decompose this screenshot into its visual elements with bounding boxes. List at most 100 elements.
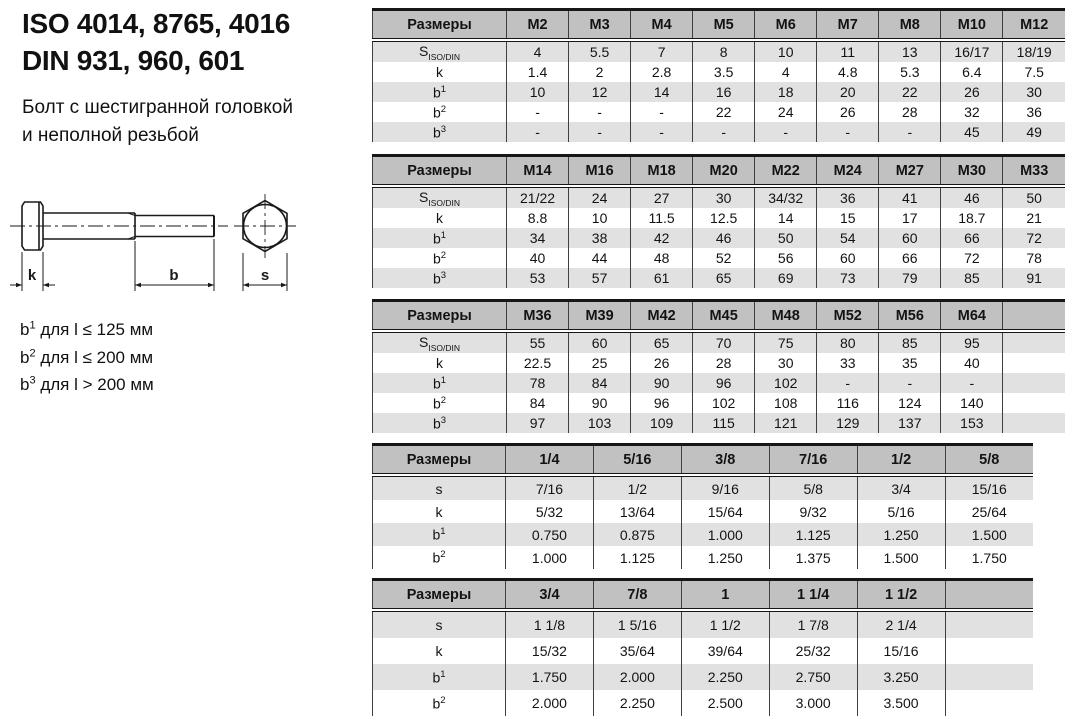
value-cell: 30	[754, 353, 817, 373]
value-cell: 25	[568, 353, 631, 373]
value-cell: 27	[630, 186, 693, 208]
value-cell: 153	[940, 413, 1003, 433]
value-cell: 2	[568, 62, 631, 82]
value-cell: -	[878, 122, 941, 142]
row-label: b1	[372, 523, 506, 546]
table-header-row: Размеры 1/4 5/16 3/8 7/16 1/2 5/8	[372, 444, 1033, 477]
table-header-row: Размеры M36 M39 M42 M45 M48 M52 M56 M64	[372, 300, 1065, 333]
value-cell: 40	[940, 353, 1003, 373]
value-cell: 0.750	[505, 523, 594, 546]
value-cell: 96	[692, 373, 755, 393]
value-cell: 34/32	[754, 186, 817, 208]
value-cell: 60	[568, 331, 631, 353]
column-header: M52	[816, 300, 879, 333]
row-label: SISO/DIN	[372, 331, 507, 353]
footnote-b1: b1 для l ≤ 125 мм	[20, 319, 154, 339]
row-label: b2	[372, 248, 507, 268]
value-cell: 21	[1002, 208, 1065, 228]
value-cell: 96	[630, 393, 693, 413]
value-cell: 13	[878, 40, 941, 62]
value-cell: 4	[754, 62, 817, 82]
value-cell: 25/32	[768, 638, 858, 664]
page-title: ISO 4014, 8765, 4016 DIN 931, 960, 601	[22, 6, 290, 80]
title-din-line: DIN 931, 960, 601	[22, 44, 245, 76]
value-cell: 1 7/8	[768, 610, 858, 638]
column-header: M14	[505, 155, 569, 188]
value-cell: 78	[505, 373, 569, 393]
bolt-technical-drawing: k b s	[10, 194, 296, 291]
value-cell: 7/16	[505, 475, 594, 500]
value-cell: 2.250	[680, 664, 770, 690]
value-cell: 55	[505, 331, 569, 353]
value-cell: 72	[1002, 228, 1065, 248]
value-cell: 137	[878, 413, 941, 433]
s-dimension-label: s	[261, 267, 269, 284]
value-cell: -	[630, 122, 693, 142]
value-cell: 54	[816, 228, 879, 248]
value-cell: 5/32	[505, 500, 594, 523]
column-header: 3/8	[680, 444, 770, 477]
value-cell: 15/32	[505, 638, 594, 664]
column-header: M20	[692, 155, 755, 188]
value-cell: 14	[630, 82, 693, 102]
table-row: k 1.4 2 2.8 3.5 4 4.8 5.3 6.4 7.5	[372, 62, 1065, 82]
row-label: k	[372, 353, 507, 373]
value-cell: 2.8	[630, 62, 693, 82]
value-cell: 30	[692, 186, 755, 208]
subtitle-line-1: Болт с шестигранной головкой	[22, 97, 293, 118]
value-cell: -	[630, 102, 693, 122]
row-label: k	[372, 208, 507, 228]
value-cell: 26	[816, 102, 879, 122]
title-iso-line: ISO 4014, 8765, 4016	[22, 8, 290, 39]
footnotes: b1 для l ≤ 125 мм b2 для l ≤ 200 мм b3 д…	[20, 316, 154, 399]
table-host-metric-m14-m33: Размеры M14 M16 M18 M20 M22 M24 M27 M30 M33 SISO/D…	[372, 154, 1065, 288]
imperial-table-quarter-to-fiveeighths: Размеры 1/4 5/16 3/8 7/16 1/2 5/8 s 7/16 1/2 9/16 5…	[372, 443, 1033, 569]
column-header: 7/16	[768, 444, 858, 477]
value-cell: 3.000	[768, 690, 858, 716]
table-row: b2 1.000 1.125 1.250 1.375 1.500 1.750	[372, 546, 1033, 569]
value-cell: 3.500	[856, 690, 946, 716]
column-header: M22	[754, 155, 817, 188]
column-header: M16	[568, 155, 631, 188]
row-label: SISO/DIN	[372, 40, 507, 62]
value-cell: 40	[505, 248, 569, 268]
table-row: b2- - -22 24 26 28 32 36	[372, 102, 1065, 122]
value-cell: 36	[1002, 102, 1065, 122]
value-cell: 22.5	[505, 353, 569, 373]
k-dimension-label: k	[28, 267, 37, 284]
column-header: M39	[568, 300, 631, 333]
value-cell: 1 1/8	[505, 610, 594, 638]
value-cell: 26	[940, 82, 1003, 102]
column-header: M27	[878, 155, 941, 188]
column-header: M45	[692, 300, 755, 333]
row-label: b1	[372, 373, 507, 393]
value-cell: -	[878, 373, 941, 393]
value-cell: 2 1/4	[856, 610, 946, 638]
value-cell: 26	[630, 353, 693, 373]
value-cell: 90	[630, 373, 693, 393]
value-cell: 11	[816, 40, 879, 62]
value-cell: 75	[754, 331, 817, 353]
value-cell: 9/32	[768, 500, 858, 523]
column-header-empty	[944, 579, 1033, 612]
value-cell: 103	[568, 413, 631, 433]
table-host-metric-m2-m12: Размеры M2 M3 M4 M5 M6 M7 M8 M10 M12 SISO/DIN 4 5.5 7…	[372, 8, 1065, 142]
row-label: k	[372, 638, 506, 664]
value-cell: 4	[505, 40, 569, 62]
value-cell: 5.5	[568, 40, 631, 62]
subtitle-line-2: и неполной резьбой	[22, 124, 199, 146]
value-cell: 2.250	[592, 690, 682, 716]
value-cell: 38	[568, 228, 631, 248]
value-cell: 1.750	[505, 664, 594, 690]
value-cell: 1.250	[680, 546, 770, 569]
value-cell: 61	[630, 268, 693, 288]
value-cell: 1/2	[592, 475, 682, 500]
table-header-row: Размеры 3/4 7/8 1 1 1/4 1 1/2	[372, 579, 1033, 612]
value-cell: 121	[754, 413, 817, 433]
dimension-b	[134, 239, 215, 291]
value-cell-empty	[944, 610, 1033, 638]
dimension-s	[242, 253, 288, 291]
value-cell: 1.125	[768, 523, 858, 546]
row-label: b2	[372, 393, 507, 413]
